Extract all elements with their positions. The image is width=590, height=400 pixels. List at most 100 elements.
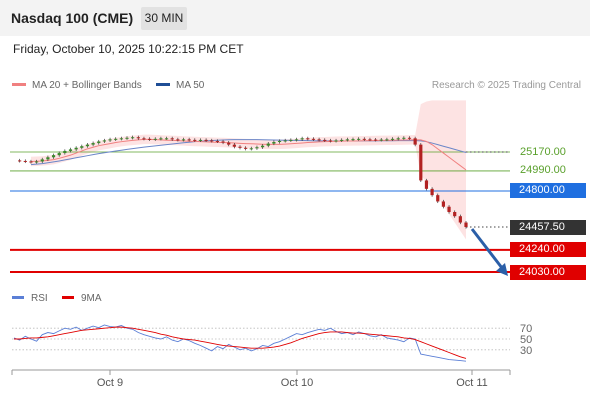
legend-item-ma50: MA 50	[156, 80, 204, 91]
candle-body	[317, 139, 321, 141]
candle-body	[362, 138, 366, 140]
candle-body	[424, 180, 429, 189]
candle-body	[244, 147, 248, 149]
time-tick-label: Oct 10	[281, 377, 313, 389]
candle-body	[119, 138, 123, 140]
candle-body	[68, 149, 73, 151]
candle-body	[108, 139, 112, 141]
legend-label-ma20: MA 20 + Bollinger Bands	[32, 80, 142, 91]
candle-body	[351, 139, 355, 141]
candle-body	[125, 137, 129, 139]
credit-text: Research © 2025 Trading Central	[431, 80, 581, 91]
candle-body	[283, 140, 287, 142]
candle-body	[159, 138, 163, 140]
instrument-title: Nasdaq 100 (CME)	[11, 10, 134, 26]
time-axis: Oct 9 Oct 10 Oct 11	[11, 369, 511, 389]
candle-body	[328, 140, 332, 142]
candle-body	[334, 140, 338, 142]
candle-body	[74, 147, 78, 150]
candle-body	[221, 141, 225, 143]
level-label-2: 24800.00	[510, 183, 586, 199]
candle-body	[51, 155, 56, 158]
candle-body	[187, 139, 191, 141]
legend-item-rsi: RSI	[12, 293, 48, 304]
candle-body	[357, 138, 361, 140]
level-label-4: 24240.00	[510, 242, 586, 258]
legend-item-ma20: MA 20 + Bollinger Bands	[12, 80, 142, 91]
forecast-arrow	[470, 228, 508, 276]
bollinger-band-area	[30, 100, 466, 240]
candle-body	[204, 139, 208, 141]
candle-body	[57, 153, 61, 156]
candle-body	[249, 148, 253, 150]
candle-body	[170, 138, 174, 140]
candle-body	[453, 212, 457, 217]
level-lines	[10, 151, 510, 273]
interval-badge[interactable]: 30 MIN	[141, 7, 187, 30]
candle-body	[40, 159, 44, 162]
candle-body	[85, 144, 90, 147]
candle-body	[164, 138, 169, 140]
chart-header: Nasdaq 100 (CME) 30 MIN	[0, 0, 590, 36]
level-label-3: 24457.50	[510, 219, 586, 235]
candle-body	[35, 161, 39, 163]
time-tick-label: Oct 9	[97, 377, 123, 389]
moving-averages	[30, 138, 467, 171]
candle-body	[447, 206, 451, 212]
candle-body	[306, 138, 310, 140]
candle-body	[458, 216, 462, 223]
forecast-arrow-shaft	[470, 228, 504, 269]
candle-body	[413, 138, 417, 145]
candle-body	[255, 147, 259, 149]
candle-body	[436, 195, 440, 202]
candle-body	[272, 142, 276, 144]
candle-body	[210, 140, 214, 142]
candle-body	[374, 139, 378, 141]
ma50-line	[30, 139, 467, 166]
candle-body	[97, 141, 101, 144]
candle-body	[131, 137, 135, 139]
legend-label-rsi: RSI	[31, 293, 48, 304]
bollinger-bands	[30, 100, 466, 240]
candle-body	[227, 142, 231, 145]
candle-body	[80, 146, 84, 148]
candles	[18, 135, 468, 229]
candle-body	[300, 138, 304, 140]
candle-body	[464, 222, 468, 227]
rsi-ma9-line	[14, 326, 467, 359]
candle-body	[345, 139, 349, 141]
time-tick-label: Oct 11	[456, 377, 488, 389]
candle-body	[379, 139, 383, 141]
candle-body	[181, 139, 186, 141]
candle-body	[136, 137, 140, 139]
candle-body	[114, 138, 118, 140]
candle-body	[289, 139, 293, 141]
rsi-line	[13, 324, 467, 362]
legend-swatch-ma50	[156, 82, 170, 86]
rsi-tick-label: 50	[520, 334, 532, 346]
candle-body	[261, 145, 265, 148]
candle-body	[430, 188, 434, 196]
candle-body	[441, 201, 445, 207]
candle-body	[396, 138, 400, 140]
level-label-1: 24990.00	[520, 164, 566, 177]
candle-body	[193, 139, 197, 141]
datetime-label: Friday, October 10, 2025 10:22:15 PM CET	[13, 42, 244, 56]
candle-body	[18, 160, 22, 162]
candle-body	[198, 139, 203, 141]
ma20-line	[30, 138, 467, 171]
candle-body	[142, 138, 146, 140]
legend-label-ma9: 9MA	[81, 293, 102, 304]
candle-body	[294, 139, 299, 141]
forecast-arrow-head	[496, 263, 508, 276]
candle-body	[368, 139, 372, 141]
candle-body	[311, 138, 316, 140]
candle-body	[29, 161, 33, 163]
legend-swatch-ma20	[12, 82, 26, 86]
candle-body	[102, 140, 106, 142]
level-label-5: 24030.00	[510, 264, 586, 280]
candle-body	[215, 140, 219, 142]
candle-body	[238, 146, 242, 148]
candle-body	[46, 157, 50, 160]
